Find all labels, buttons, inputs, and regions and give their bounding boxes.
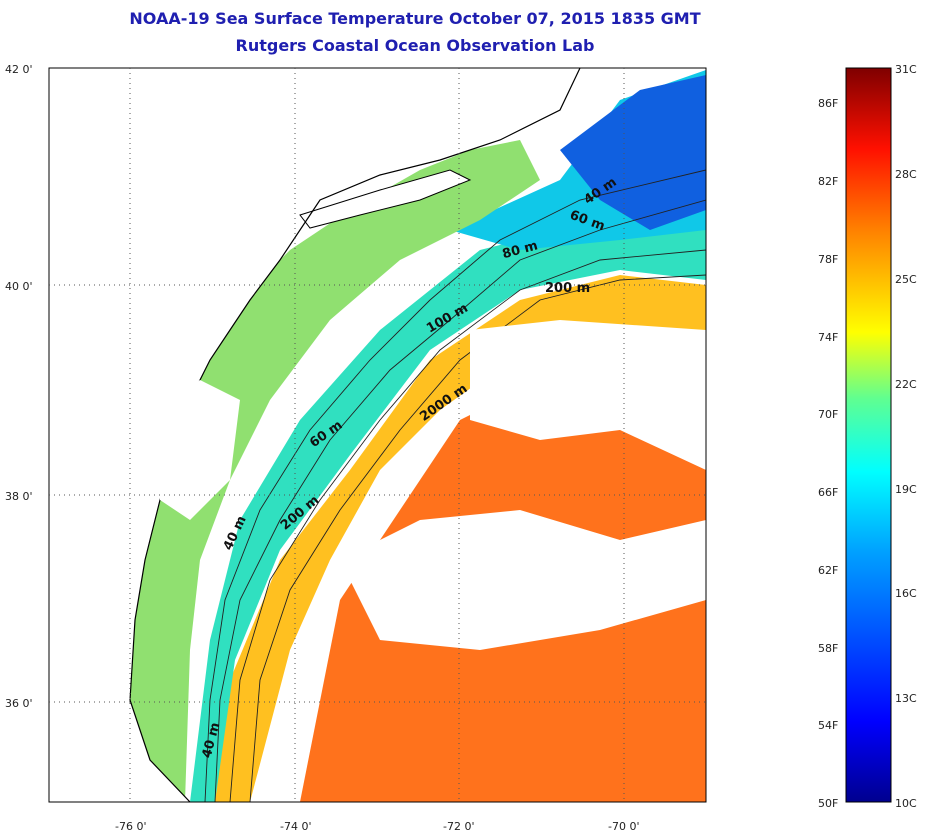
cb-f-82: 82F xyxy=(818,175,838,188)
cb-f-78: 78F xyxy=(818,253,838,266)
cb-c-19: 19C xyxy=(895,483,917,496)
contour-label-200m-north: 200 m xyxy=(545,281,590,296)
lon-label-74: -74 0' xyxy=(280,820,312,832)
lon-label-76: -76 0' xyxy=(115,820,147,832)
longitude-axis: -76 0' -74 0' -72 0' -70 0' xyxy=(115,820,640,832)
cb-f-70: 70F xyxy=(818,408,838,421)
cb-f-54: 54F xyxy=(818,719,838,732)
colorbar-fahrenheit-ticks: 86F 82F 78F 74F 70F 66F 62F 58F 54F 50F xyxy=(818,97,838,810)
lon-label-70: -70 0' xyxy=(608,820,640,832)
cb-f-50: 50F xyxy=(818,797,838,810)
cb-f-66: 66F xyxy=(818,486,838,499)
lat-label-38: 38 0' xyxy=(5,490,33,503)
lon-label-72: -72 0' xyxy=(443,820,475,832)
cb-f-86: 86F xyxy=(818,97,838,110)
cb-c-16: 16C xyxy=(895,587,917,600)
cb-c-28: 28C xyxy=(895,168,917,181)
latitude-axis: 42 0' 40 0' 38 0' 36 0' xyxy=(5,63,33,710)
colorbar-celsius-ticks: 31C 28C 25C 22C 19C 16C 13C 10C xyxy=(895,63,917,810)
map-subtitle: Rutgers Coastal Ocean Observation Lab xyxy=(235,36,595,55)
map-frame xyxy=(48,67,707,803)
cb-c-22: 22C xyxy=(895,378,917,391)
cb-c-25: 25C xyxy=(895,273,917,286)
lat-label-42: 42 0' xyxy=(5,63,33,76)
cb-f-74: 74F xyxy=(818,331,838,344)
colorbar xyxy=(845,67,892,803)
cb-f-62: 62F xyxy=(818,564,838,577)
cb-c-31: 31C xyxy=(895,63,917,76)
lat-label-40: 40 0' xyxy=(5,280,33,293)
sst-map xyxy=(49,68,706,802)
cb-f-58: 58F xyxy=(818,642,838,655)
map-title: NOAA-19 Sea Surface Temperature October … xyxy=(129,9,701,28)
cb-c-13: 13C xyxy=(895,692,917,705)
lat-label-36: 36 0' xyxy=(5,697,33,710)
cb-c-10: 10C xyxy=(895,797,917,810)
